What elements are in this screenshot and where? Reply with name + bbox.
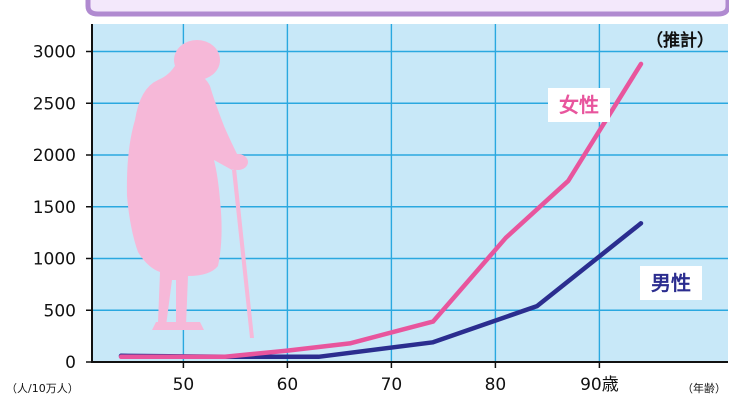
y-tick-label: 2000	[33, 146, 76, 166]
female-label-box	[548, 88, 610, 122]
y-tick-label: 0	[65, 353, 76, 373]
x-tick-label: 50	[173, 375, 195, 395]
male-series-label: 男性	[651, 271, 691, 295]
header-banner-edge	[85, 0, 729, 17]
series-line-female	[118, 61, 644, 360]
x-tick-label: 90歳	[580, 375, 619, 395]
x-tick-label: 80	[485, 375, 507, 395]
series-layer	[118, 61, 644, 360]
y-tick-label: 500	[44, 301, 76, 321]
male-label-box	[640, 266, 702, 300]
x-unit-label: （年齢）	[682, 381, 726, 395]
y-tick-label: 3000	[33, 43, 76, 63]
x-tick-label: 70	[381, 375, 403, 395]
y-tick-label: 1000	[33, 250, 76, 270]
elderly-woman-with-cane-icon	[126, 40, 254, 338]
x-tick-label: 60	[277, 375, 299, 395]
estimate-note: （推計）	[646, 30, 714, 51]
y-unit-label: （人/10万人）	[6, 382, 79, 395]
female-series-label: 女性	[559, 93, 599, 117]
x-tick-labels: 50 60 70 80 90歳	[173, 362, 619, 395]
y-tick-label: 2500	[33, 94, 76, 114]
y-tick-label: 1500	[33, 198, 76, 218]
y-tick-labels: 0 500 1000 1500 2000 2500 3000	[33, 43, 92, 373]
